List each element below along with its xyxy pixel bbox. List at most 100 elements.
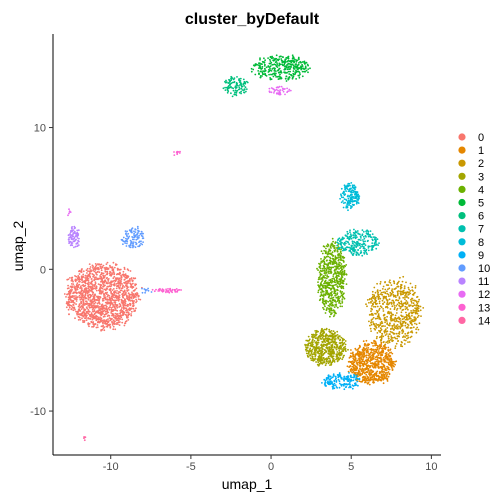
point-cluster-1 <box>351 371 354 374</box>
point-cluster-5 <box>292 64 295 67</box>
point-cluster-3 <box>318 360 321 362</box>
point-cluster-8 <box>346 195 349 198</box>
point-cluster-7 <box>357 249 359 251</box>
point-cluster-2 <box>412 326 415 329</box>
point-cluster-0 <box>104 298 107 300</box>
point-cluster-3 <box>320 355 323 358</box>
point-cluster-0 <box>93 284 95 286</box>
point-cluster-0 <box>96 302 99 305</box>
point-cluster-0 <box>96 326 99 329</box>
point-cluster-4 <box>333 260 335 263</box>
point-cluster-2 <box>403 287 406 290</box>
point-cluster-4 <box>338 265 341 267</box>
point-cluster-9 <box>324 379 327 382</box>
point-cluster-1 <box>363 361 366 364</box>
point-cluster-3 <box>332 355 335 358</box>
point-cluster-0 <box>118 324 121 326</box>
point-cluster-7 <box>365 249 368 252</box>
point-cluster-5 <box>294 73 296 76</box>
point-cluster-4 <box>324 280 327 283</box>
point-cluster-0 <box>77 315 80 318</box>
point-cluster-0 <box>112 280 114 283</box>
point-cluster-0 <box>96 273 98 276</box>
point-cluster-0 <box>91 308 94 311</box>
point-cluster-3 <box>343 338 345 341</box>
point-cluster-9 <box>357 384 359 387</box>
point-cluster-1 <box>377 363 379 365</box>
point-cluster-0 <box>87 312 89 315</box>
point-cluster-0 <box>87 294 89 297</box>
point-cluster-5 <box>250 67 253 70</box>
point-cluster-0 <box>84 282 87 285</box>
point-cluster-0 <box>112 303 114 306</box>
point-cluster-3 <box>313 340 316 342</box>
point-cluster-4 <box>342 256 344 259</box>
point-cluster-2 <box>374 305 377 308</box>
point-cluster-2 <box>422 307 425 309</box>
point-cluster-0 <box>124 302 127 305</box>
point-cluster-2 <box>379 281 382 283</box>
point-cluster-4 <box>325 255 328 258</box>
point-cluster-5 <box>272 57 275 59</box>
point-cluster-0 <box>114 320 116 323</box>
point-cluster-2 <box>390 301 393 304</box>
point-cluster-1 <box>371 354 373 357</box>
point-cluster-0 <box>89 296 92 299</box>
point-cluster-0 <box>102 327 105 329</box>
point-cluster-0 <box>82 321 84 323</box>
point-cluster-0 <box>113 316 115 319</box>
point-cluster-2 <box>382 296 385 299</box>
point-cluster-2 <box>370 319 373 321</box>
point-cluster-4 <box>336 250 339 253</box>
point-cluster-0 <box>99 296 102 299</box>
point-cluster-2 <box>407 341 409 343</box>
point-cluster-4 <box>327 296 330 299</box>
point-cluster-0 <box>124 284 127 286</box>
point-cluster-0 <box>73 307 76 310</box>
point-cluster-4 <box>329 261 332 263</box>
point-cluster-3 <box>322 335 325 338</box>
point-cluster-0 <box>92 321 95 323</box>
point-cluster-3 <box>340 346 343 349</box>
point-cluster-2 <box>395 332 398 335</box>
point-cluster-0 <box>130 283 133 286</box>
point-cluster-2 <box>405 326 408 329</box>
point-cluster-2 <box>394 294 397 297</box>
point-cluster-4 <box>329 303 331 305</box>
point-cluster-2 <box>391 288 394 290</box>
point-cluster-3 <box>312 353 315 355</box>
point-cluster-0 <box>131 291 133 294</box>
point-cluster-2 <box>380 291 383 294</box>
point-cluster-2 <box>387 335 390 337</box>
point-cluster-8 <box>347 209 349 212</box>
point-cluster-0 <box>120 316 123 319</box>
point-cluster-4 <box>334 290 337 293</box>
point-cluster-3 <box>344 345 346 348</box>
point-cluster-0 <box>80 300 83 303</box>
point-cluster-0 <box>121 273 124 276</box>
point-cluster-7 <box>346 240 349 243</box>
point-cluster-0 <box>116 269 119 271</box>
point-cluster-0 <box>72 280 74 283</box>
point-cluster-2 <box>376 293 379 295</box>
point-cluster-0 <box>135 294 138 296</box>
point-cluster-0 <box>90 304 92 306</box>
point-cluster-0 <box>88 310 91 313</box>
point-cluster-9 <box>352 379 355 382</box>
point-cluster-5 <box>261 65 264 68</box>
point-cluster-3 <box>336 351 339 353</box>
point-cluster-0 <box>77 296 79 298</box>
point-cluster-0 <box>105 263 108 265</box>
point-cluster-7 <box>354 244 356 247</box>
point-cluster-2 <box>374 325 376 327</box>
point-cluster-5 <box>261 60 264 63</box>
point-cluster-0 <box>93 268 96 270</box>
point-cluster-5 <box>287 78 290 81</box>
point-cluster-4 <box>325 247 327 250</box>
point-cluster-5 <box>301 61 304 63</box>
point-cluster-0 <box>66 301 68 303</box>
point-cluster-5 <box>272 75 275 78</box>
point-cluster-3 <box>312 347 315 349</box>
point-cluster-7 <box>348 246 351 249</box>
point-cluster-0 <box>92 314 95 317</box>
